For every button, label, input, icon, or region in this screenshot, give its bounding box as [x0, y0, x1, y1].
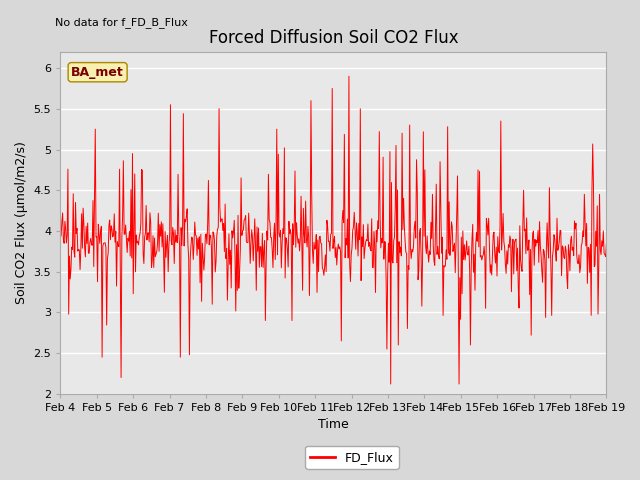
Y-axis label: Soil CO2 Flux (μmol/m2/s): Soil CO2 Flux (μmol/m2/s): [15, 141, 28, 304]
Text: BA_met: BA_met: [71, 66, 124, 79]
Title: Forced Diffusion Soil CO2 Flux: Forced Diffusion Soil CO2 Flux: [209, 29, 458, 48]
Legend: FD_Flux: FD_Flux: [305, 446, 399, 469]
X-axis label: Time: Time: [318, 419, 349, 432]
Text: No data for f_FD_B_Flux: No data for f_FD_B_Flux: [55, 17, 188, 28]
